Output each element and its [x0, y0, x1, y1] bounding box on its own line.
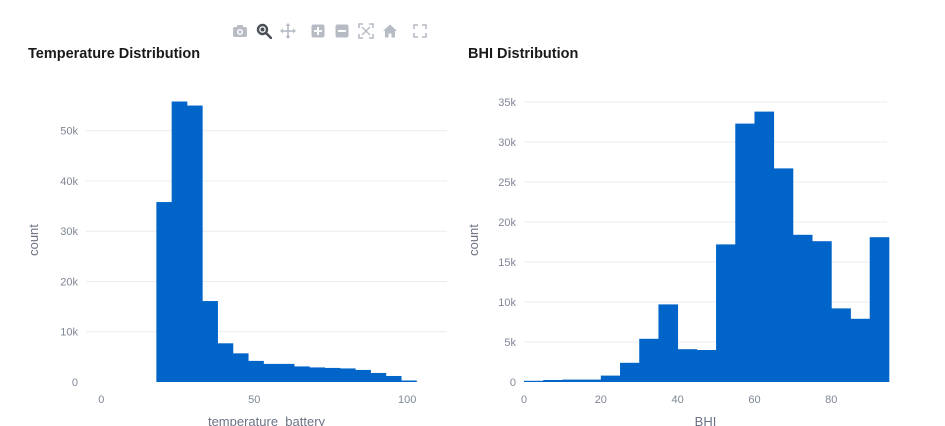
y-tick-label: 35k	[498, 97, 516, 109]
histogram-bar	[156, 202, 173, 382]
histogram-bar	[324, 367, 341, 382]
zoom-in-icon[interactable]	[306, 20, 330, 42]
y-tick-label: 20k	[498, 217, 516, 229]
zoom-icon[interactable]	[252, 20, 276, 42]
x-tick-label: 20	[595, 394, 607, 406]
chart-title-bhi: BHI Distribution	[468, 46, 579, 62]
y-tick-label: 30k	[60, 226, 78, 238]
histogram-bar	[581, 379, 602, 382]
histogram-bar	[401, 380, 417, 382]
y-tick-label: 40k	[60, 176, 78, 188]
histogram-bar	[562, 379, 583, 382]
x-axis-title: temperature_battery	[208, 414, 326, 426]
y-axis-title: count	[26, 224, 41, 256]
histogram-bar	[385, 375, 402, 382]
x-tick-label: 80	[825, 394, 837, 406]
histogram-bar	[831, 308, 851, 382]
y-tick-label: 10k	[60, 327, 78, 339]
histogram-bar	[792, 234, 813, 382]
histogram-bar	[524, 380, 544, 382]
x-tick-label: 0	[98, 394, 104, 406]
histogram-bar	[639, 338, 659, 382]
histogram-bar	[263, 363, 280, 382]
histogram-bar	[677, 349, 698, 382]
histogram-bar	[186, 105, 203, 382]
temperature-histogram[interactable]: 0 10k 20k 30k 40k 50k 0 50 100 count temperature_b…	[0, 0, 470, 426]
x-axis-title: BHI	[695, 414, 717, 426]
x-tick-label: 60	[748, 394, 760, 406]
y-tick-label: 30k	[498, 137, 516, 149]
x-tick-label: 100	[398, 394, 416, 406]
zoom-out-icon[interactable]	[330, 20, 354, 42]
histogram-bar	[370, 372, 387, 382]
histogram-bar	[543, 380, 563, 382]
y-tick-label: 10k	[498, 297, 516, 309]
histogram-bar	[600, 375, 621, 382]
histogram-bar	[716, 244, 736, 382]
histogram-bar	[754, 111, 775, 382]
histogram-bar	[620, 362, 640, 382]
y-tick-label: 50k	[60, 126, 78, 138]
y-tick-label: 5k	[504, 337, 516, 349]
y-tick-label: 15k	[498, 257, 516, 269]
histogram-bar	[248, 360, 264, 382]
histogram-bar	[696, 350, 717, 382]
y-axis-title: count	[466, 224, 481, 256]
reset-axes-icon[interactable]	[378, 20, 402, 42]
camera-icon[interactable]	[228, 20, 252, 42]
histogram-bar	[232, 353, 249, 382]
histogram-bar	[202, 301, 218, 382]
histogram-bar	[355, 369, 371, 382]
histogram-bar	[309, 367, 326, 382]
x-tick-label: 40	[672, 394, 684, 406]
histogram-bar	[278, 363, 295, 382]
autoscale-icon[interactable]	[354, 20, 378, 42]
y-tick-label: 20k	[60, 276, 78, 288]
x-tick-label: 50	[248, 394, 260, 406]
fullscreen-icon[interactable]	[408, 20, 432, 42]
histogram-bar	[171, 101, 188, 382]
x-tick-label: 0	[521, 394, 527, 406]
histogram-bar	[850, 318, 871, 382]
histogram-bar	[812, 241, 832, 382]
histogram-bar	[735, 123, 755, 382]
chart-title-temperature: Temperature Distribution	[28, 46, 201, 62]
histogram-bar	[869, 237, 890, 382]
y-tick-label: 0	[72, 377, 78, 389]
histogram-bar	[658, 304, 679, 382]
histogram-bar	[339, 368, 356, 382]
pan-icon[interactable]	[276, 20, 300, 42]
y-tick-label: 0	[510, 377, 516, 389]
plot-modebar	[228, 20, 432, 42]
histogram-bar	[217, 343, 234, 382]
histogram-bar	[294, 366, 310, 382]
histogram-bar	[773, 168, 794, 382]
y-tick-label: 25k	[498, 177, 516, 189]
